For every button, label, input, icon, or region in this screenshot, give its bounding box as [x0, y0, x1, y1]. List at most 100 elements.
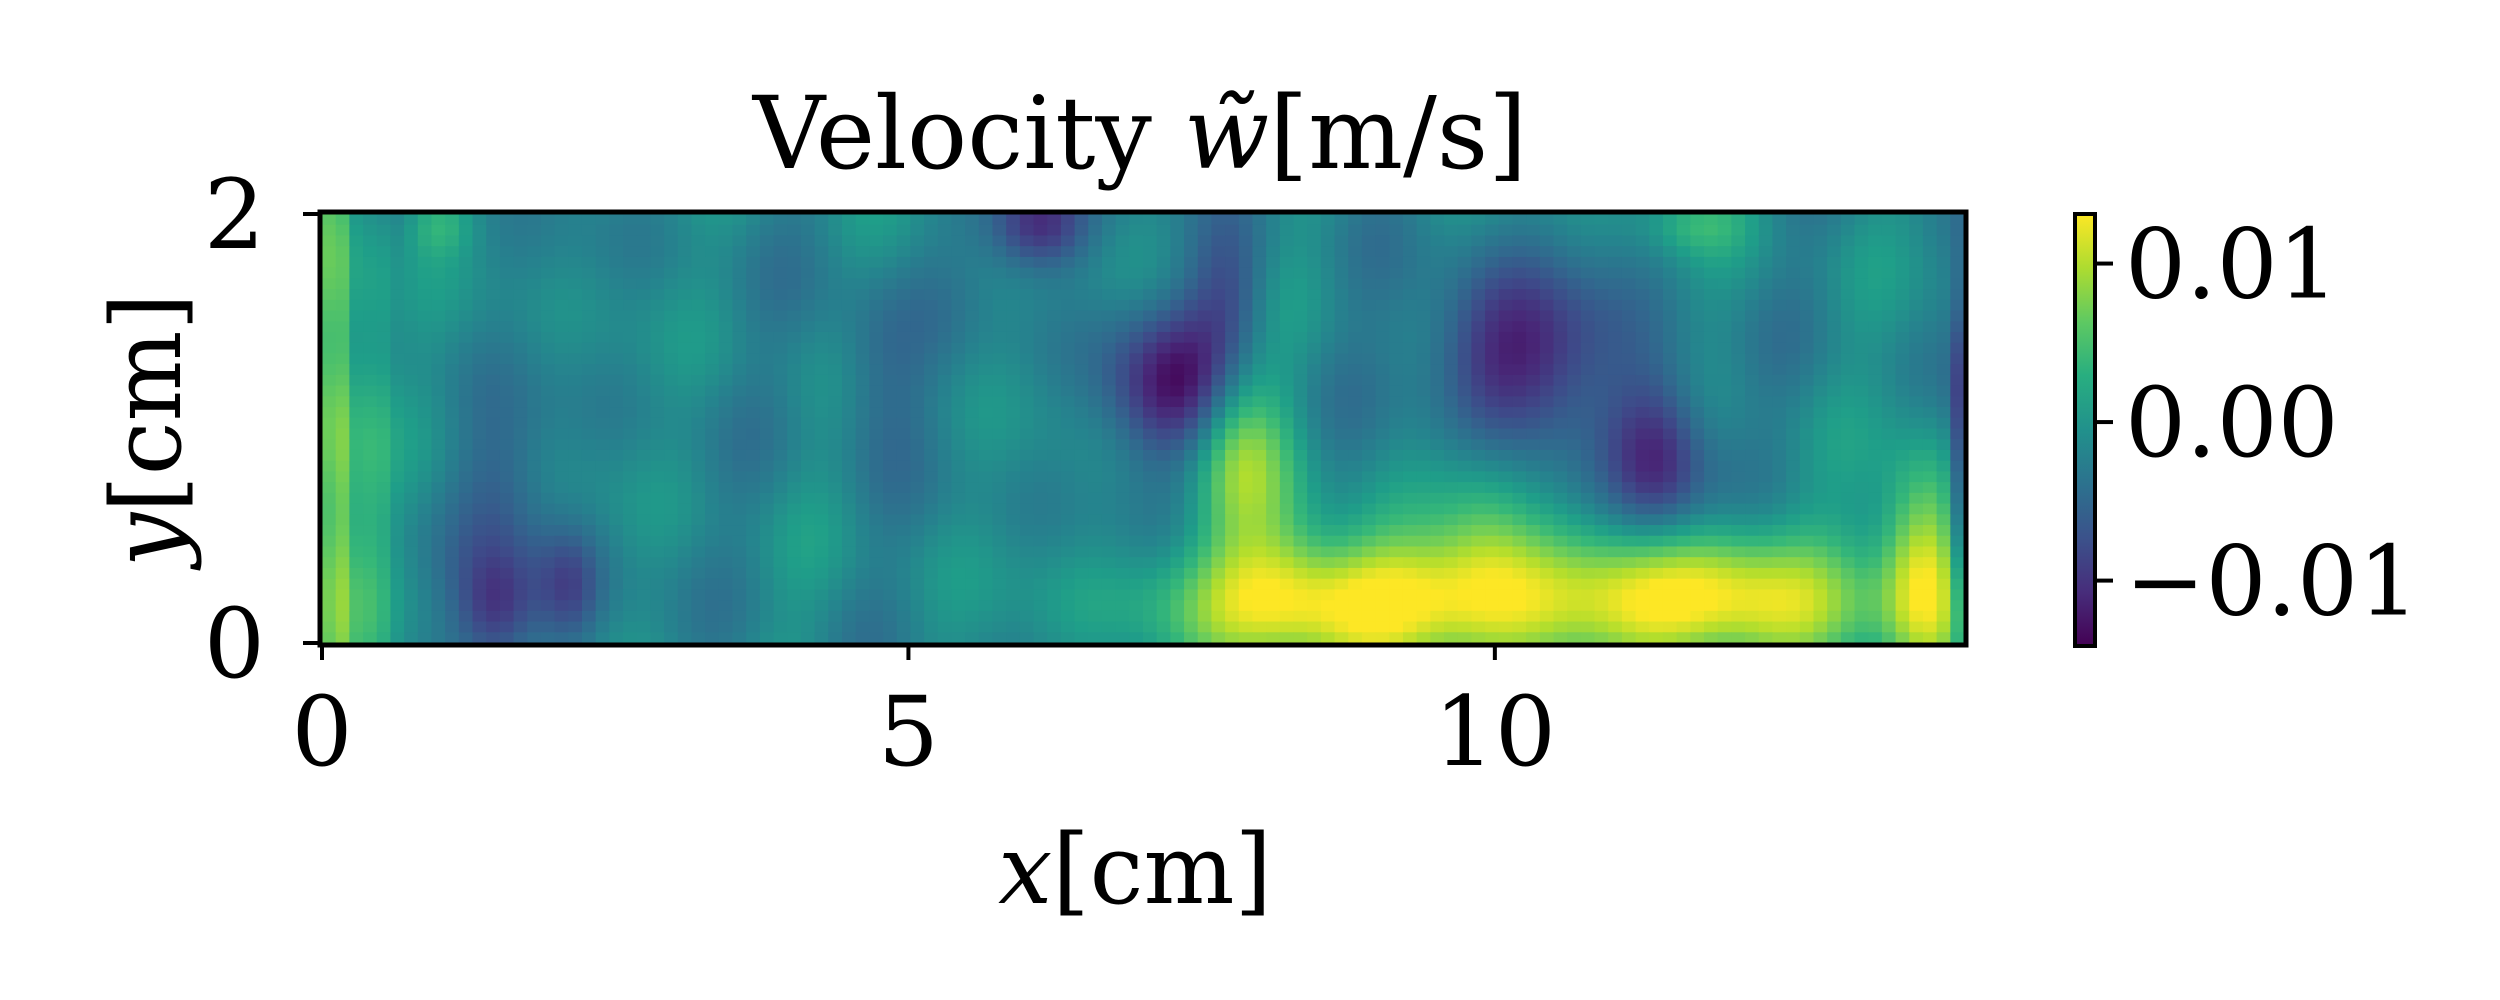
heatmap-cell: [992, 610, 1007, 623]
heatmap-cell: [1088, 449, 1103, 462]
heatmap-cell: [1922, 331, 1938, 344]
heatmap-cell: [1375, 256, 1390, 269]
heatmap-cell: [978, 567, 994, 580]
heatmap-cell: [1498, 417, 1514, 430]
heatmap-cell: [1211, 460, 1226, 472]
heatmap-cell: [1471, 567, 1486, 580]
heatmap-cell: [1731, 621, 1746, 633]
heatmap-cell: [691, 321, 706, 333]
heatmap-cell: [1047, 514, 1062, 526]
heatmap-cell: [773, 503, 788, 515]
heatmap-cell: [1731, 535, 1746, 548]
heatmap-cell: [1662, 503, 1678, 515]
heatmap-cell: [883, 428, 898, 440]
heatmap-cell: [650, 310, 665, 322]
heatmap-cell: [1731, 525, 1746, 537]
heatmap-cell: [1416, 589, 1431, 601]
heatmap-cell: [1129, 310, 1144, 322]
heatmap-cell: [1252, 503, 1267, 515]
heatmap-cell: [1156, 471, 1171, 483]
heatmap-cell: [1047, 256, 1062, 269]
heatmap-cell: [951, 471, 966, 483]
heatmap-cell: [924, 449, 939, 462]
heatmap-cell: [1608, 214, 1623, 226]
heatmap-cell: [650, 621, 665, 633]
heatmap-cell: [937, 321, 953, 333]
heatmap-cell: [513, 439, 528, 451]
heatmap-cell: [1580, 439, 1596, 451]
heatmap-cell: [1950, 578, 1965, 590]
heatmap-cell: [1594, 374, 1609, 387]
heatmap-cell: [595, 396, 610, 408]
heatmap-cell: [1745, 439, 1760, 451]
heatmap-cell: [1402, 514, 1418, 526]
heatmap-cell: [376, 621, 392, 633]
heatmap-cell: [1608, 364, 1623, 376]
heatmap-cell: [1950, 567, 1965, 580]
heatmap-cell: [1854, 632, 1869, 644]
heatmap-cell: [937, 632, 953, 644]
heatmap-cell: [636, 471, 651, 483]
heatmap-cell: [1758, 557, 1774, 569]
heatmap-cell: [1457, 256, 1472, 269]
heatmap-cell: [1526, 610, 1541, 623]
heatmap-cell: [581, 417, 597, 430]
heatmap-cell: [472, 407, 487, 419]
heatmap-cell: [896, 417, 911, 430]
heatmap-cell: [445, 449, 460, 462]
heatmap-cell: [1676, 417, 1691, 430]
heatmap-cell: [883, 353, 898, 365]
heatmap-cell: [1731, 278, 1746, 290]
heatmap-cell: [1033, 235, 1048, 247]
heatmap-cell: [1156, 299, 1171, 312]
heatmap-cell: [1909, 589, 1924, 601]
heatmap-cell: [1950, 535, 1965, 548]
heatmap-cell: [1635, 460, 1650, 472]
heatmap-cell: [1320, 289, 1336, 301]
heatmap-cell: [1375, 439, 1390, 451]
heatmap-cell: [1320, 407, 1336, 419]
heatmap-cell: [1512, 449, 1527, 462]
heatmap-cell: [746, 578, 761, 590]
heatmap-cell: [965, 589, 980, 601]
heatmap-cell: [1047, 482, 1062, 494]
heatmap-cell: [363, 374, 378, 387]
heatmap-cell: [1060, 428, 1076, 440]
heatmap-cell: [1184, 578, 1199, 590]
heatmap-cell: [1115, 428, 1130, 440]
heatmap-cell: [1704, 396, 1719, 408]
heatmap-cell: [965, 214, 980, 226]
heatmap-cell: [1225, 535, 1240, 548]
heatmap-cell: [1389, 385, 1404, 397]
heatmap-cell: [1457, 546, 1472, 558]
heatmap-cell: [1361, 428, 1377, 440]
heatmap-cell: [992, 289, 1007, 301]
heatmap-cell: [1950, 299, 1965, 312]
heatmap-cell: [1512, 632, 1527, 644]
heatmap-cell: [1608, 460, 1623, 472]
heatmap-cell: [472, 621, 487, 633]
heatmap-cell: [609, 535, 624, 548]
heatmap-cell: [527, 256, 542, 269]
heatmap-cell: [1402, 525, 1418, 537]
heatmap-cell: [1827, 364, 1842, 376]
heatmap-cell: [540, 557, 556, 569]
heatmap-cell: [1101, 396, 1117, 408]
heatmap-cell: [445, 503, 460, 515]
heatmap-cell: [1895, 514, 1910, 526]
heatmap-cell: [978, 385, 994, 397]
heatmap-cell: [1854, 428, 1869, 440]
heatmap-cell: [1799, 535, 1815, 548]
heatmap-cell: [472, 289, 487, 301]
heatmap-cell: [527, 535, 542, 548]
heatmap-cell: [609, 310, 624, 322]
heatmap-cell: [1786, 535, 1801, 548]
heatmap-cell: [718, 235, 734, 247]
heatmap-cell: [1252, 278, 1267, 290]
heatmap-cell: [1225, 396, 1240, 408]
heatmap-cell: [1252, 321, 1267, 333]
heatmap-cell: [910, 482, 925, 494]
heatmap-cell: [1320, 482, 1336, 494]
heatmap-cell: [1266, 278, 1281, 290]
heatmap-cell: [1799, 567, 1815, 580]
